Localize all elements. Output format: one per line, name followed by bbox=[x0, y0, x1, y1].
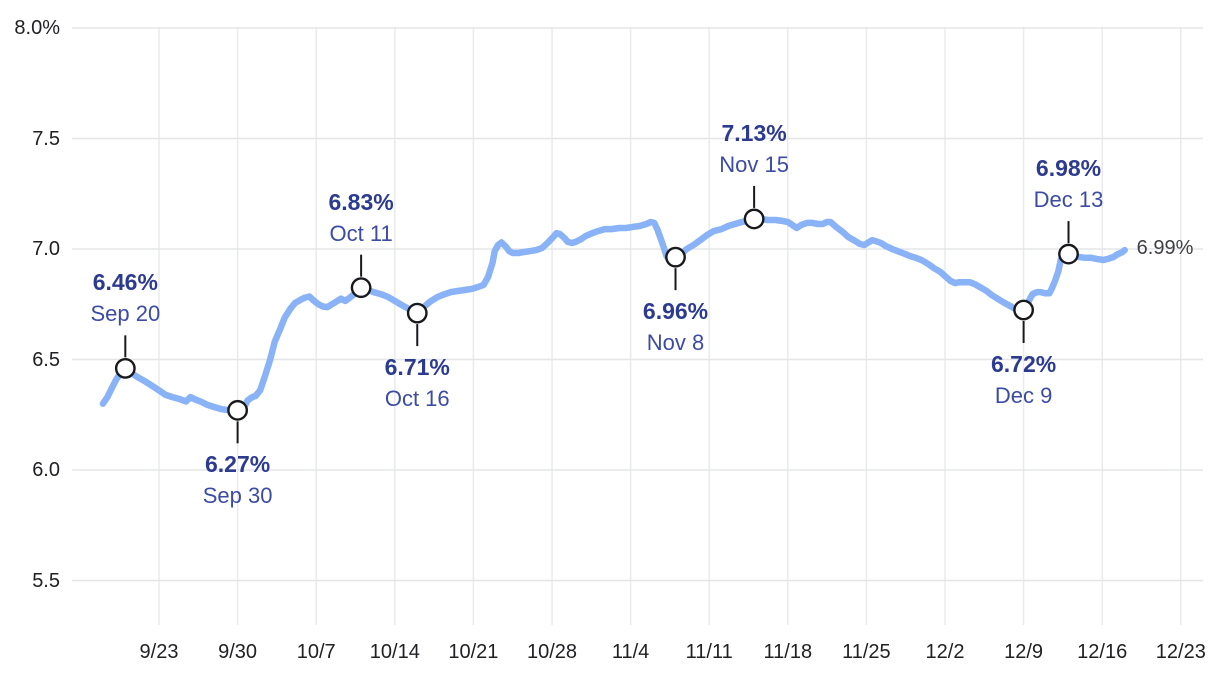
data-point-marker bbox=[665, 246, 686, 268]
x-axis-label: 11/11 bbox=[685, 641, 733, 663]
annotation-value: 6.72% bbox=[990, 350, 1057, 377]
y-axis-label: 5.5 bbox=[32, 569, 60, 592]
annotation-date: Sep 20 bbox=[90, 301, 161, 327]
y-axis-label: 6.5 bbox=[32, 348, 60, 371]
point-annotation: 6.96% Nov 8 bbox=[643, 296, 708, 358]
annotation-date: Sep 30 bbox=[202, 483, 273, 509]
y-axis-label: 6.0 bbox=[32, 459, 60, 481]
annotation-value: 6.27% bbox=[204, 451, 271, 478]
annotation-value: 7.13% bbox=[721, 119, 787, 146]
point-annotation: 6.98% Dec 13 bbox=[1034, 153, 1104, 215]
x-axis-label: 12/9 bbox=[1004, 641, 1044, 663]
annotation-date: Oct 11 bbox=[329, 220, 393, 246]
annotation-date: Dec 13 bbox=[1033, 187, 1104, 213]
x-axis-label: 12/16 bbox=[1077, 641, 1128, 663]
point-annotation: 6.46% Sep 20 bbox=[90, 267, 160, 329]
x-axis-label: 10/7 bbox=[296, 641, 336, 663]
annotation-value: 6.96% bbox=[642, 298, 709, 325]
annotation-value: 6.98% bbox=[1035, 155, 1102, 182]
x-axis-label: 11/18 bbox=[763, 641, 813, 663]
annotation-date: Dec 9 bbox=[994, 382, 1053, 408]
x-axis-label: 11/4 bbox=[611, 641, 650, 663]
data-point-marker bbox=[406, 302, 428, 324]
annotation-value: 6.83% bbox=[328, 188, 394, 215]
x-axis-label: 12/23 bbox=[1155, 641, 1206, 663]
x-axis-label: 11/25 bbox=[842, 641, 891, 663]
x-axis-label: 9/30 bbox=[218, 641, 258, 663]
data-point-marker bbox=[350, 277, 372, 299]
point-annotation: 6.27% Sep 30 bbox=[203, 449, 273, 511]
data-point-marker bbox=[743, 208, 765, 230]
data-point-marker bbox=[227, 399, 249, 421]
data-point-marker bbox=[1013, 299, 1035, 321]
point-annotation: 6.83% Oct 11 bbox=[329, 187, 394, 249]
x-axis-label: 10/14 bbox=[369, 641, 420, 663]
x-axis-label: 12/2 bbox=[925, 641, 965, 663]
x-axis-label: 10/28 bbox=[526, 641, 578, 663]
x-axis-label: 10/21 bbox=[448, 641, 499, 663]
annotation-date: Oct 16 bbox=[384, 386, 450, 412]
annotation-date: Nov 8 bbox=[646, 330, 705, 356]
data-point-marker bbox=[1058, 243, 1079, 265]
annotation-value: 6.71% bbox=[384, 354, 450, 381]
annotation-value: 6.46% bbox=[92, 269, 158, 296]
y-axis-label: 8.0% bbox=[14, 17, 60, 39]
data-point-marker bbox=[114, 357, 136, 379]
current-rate-label: 6.99% bbox=[1136, 237, 1194, 260]
y-axis-label: 7.5 bbox=[32, 127, 60, 150]
rate-line bbox=[99, 215, 1128, 414]
point-annotation: 6.72% Dec 9 bbox=[991, 349, 1056, 411]
y-axis-label: 7.0 bbox=[32, 238, 60, 260]
annotation-date: Nov 15 bbox=[719, 151, 789, 177]
point-annotation: 7.13% Nov 15 bbox=[719, 118, 789, 180]
x-axis-label: 9/23 bbox=[139, 641, 179, 663]
point-annotation: 6.71% Oct 16 bbox=[385, 352, 450, 414]
